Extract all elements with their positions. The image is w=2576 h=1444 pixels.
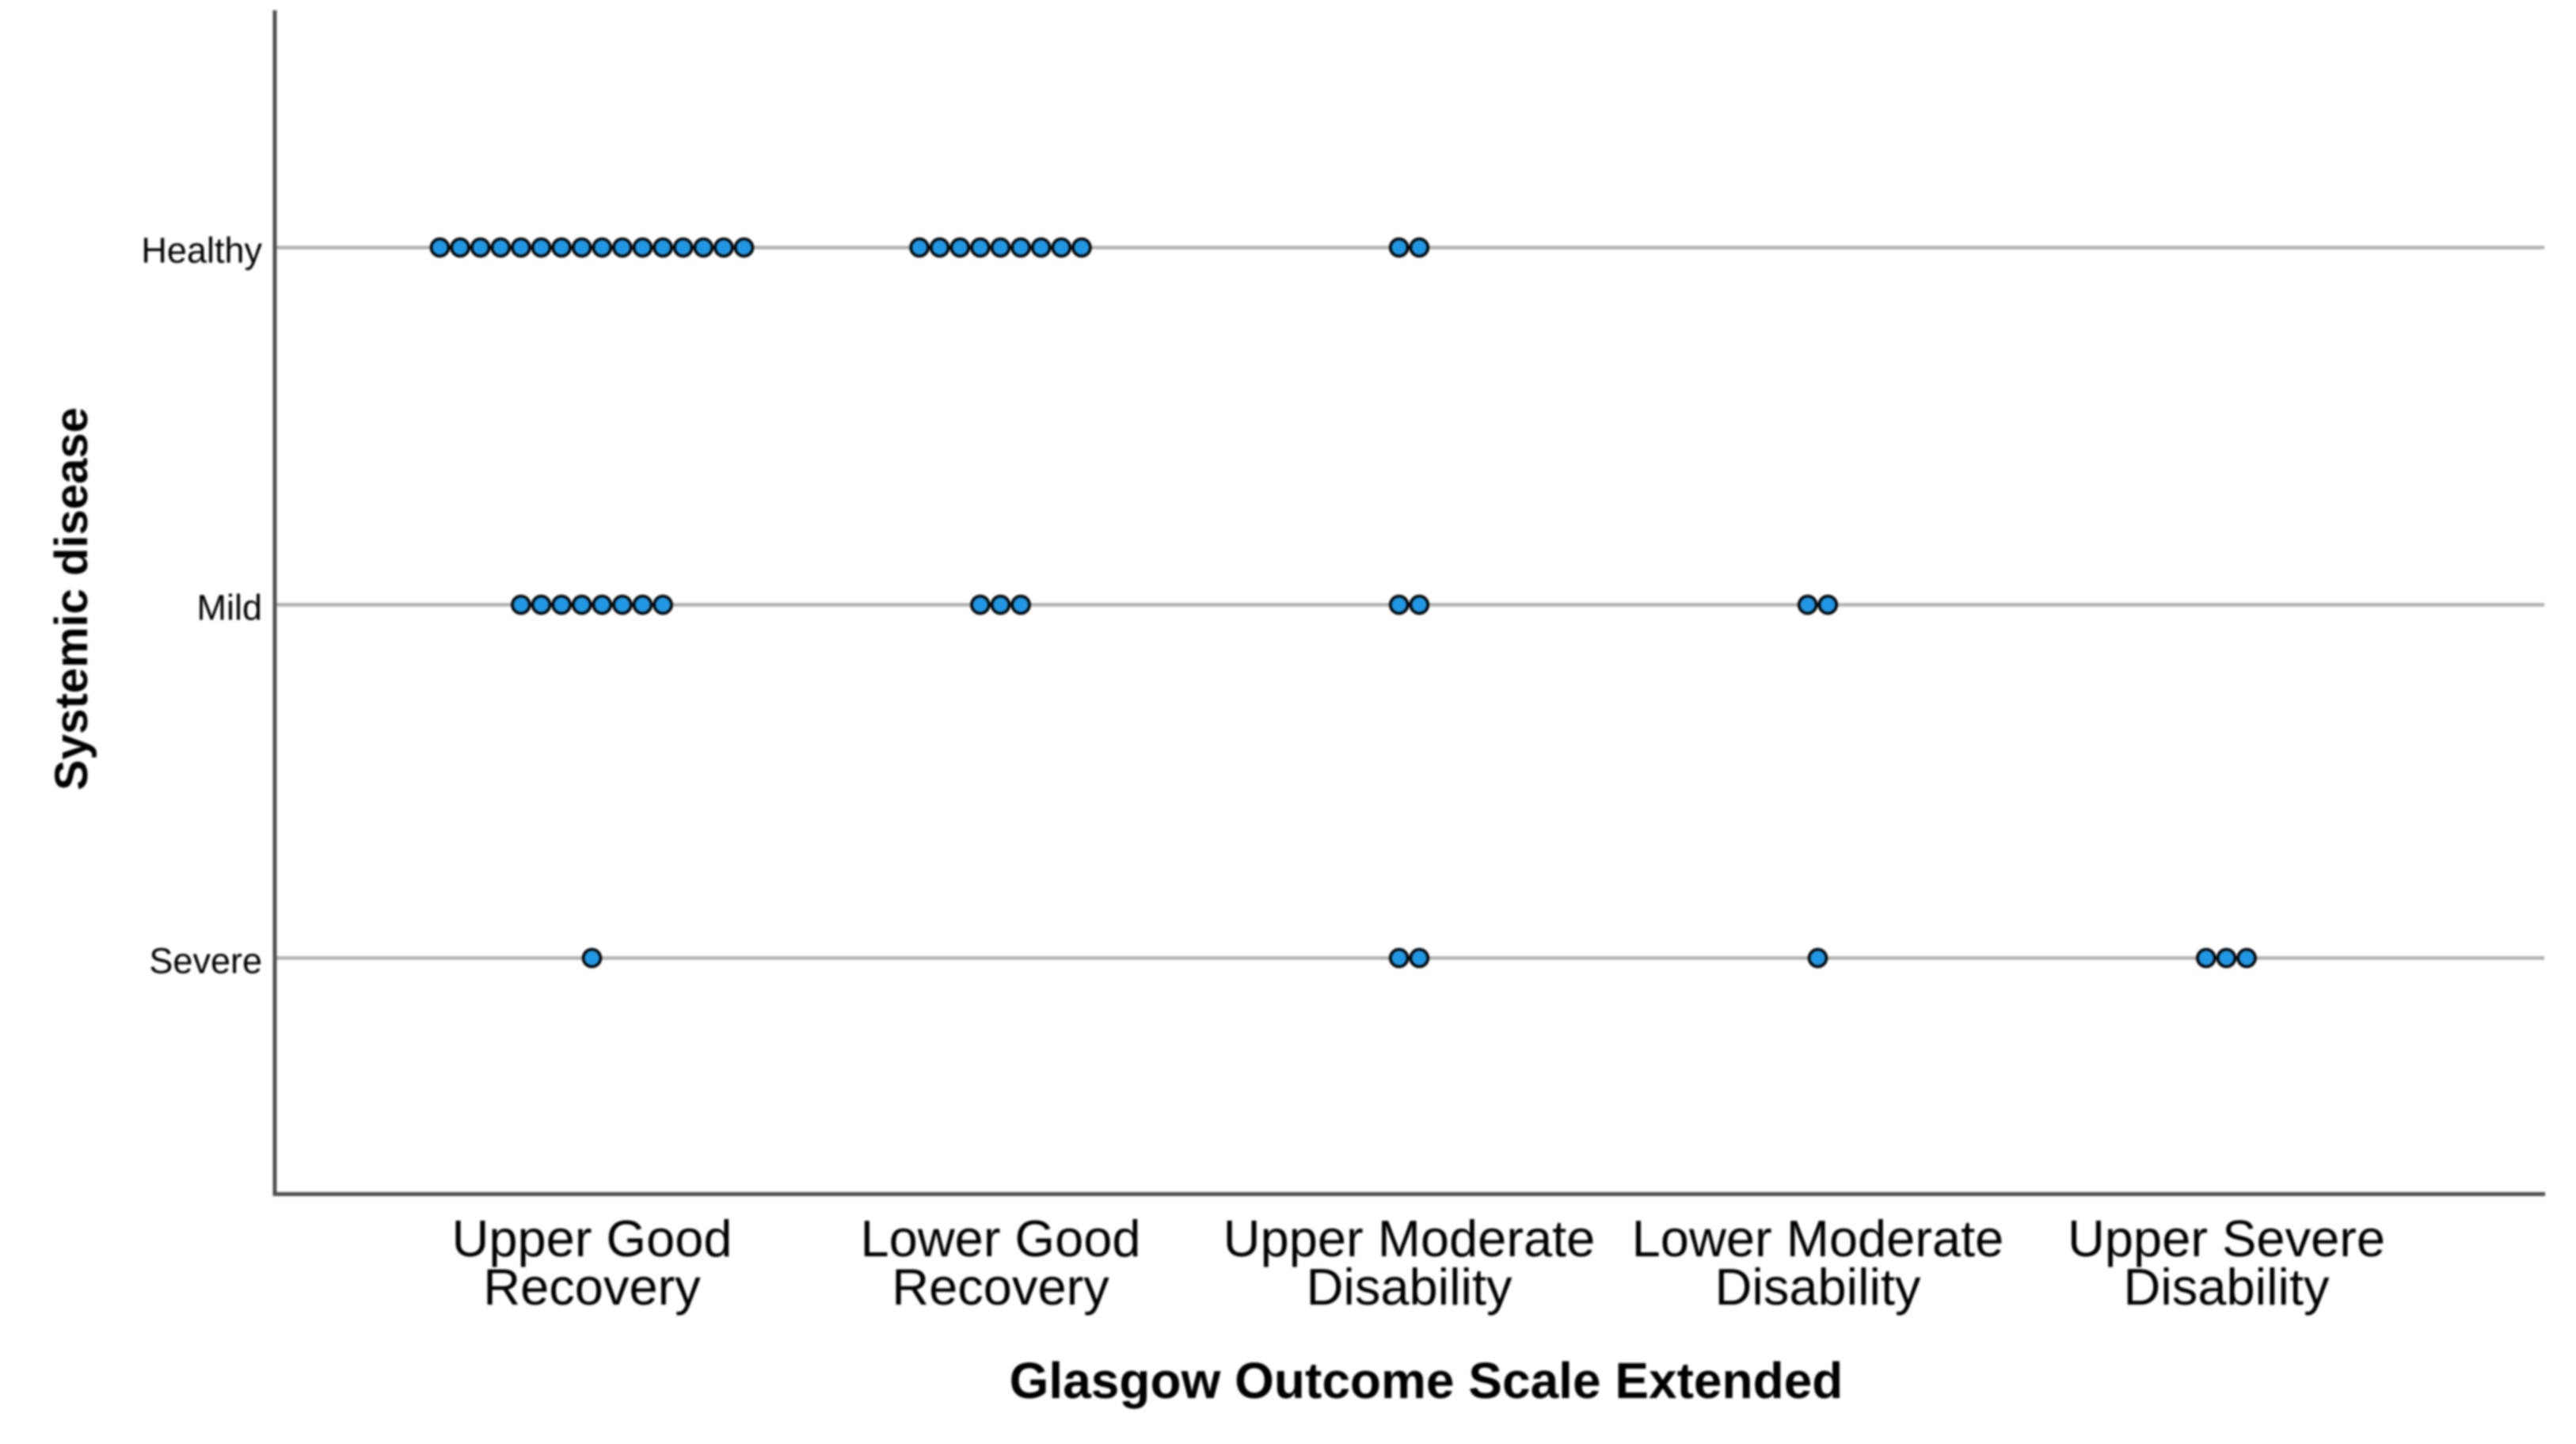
svg-text:Systemic disease: Systemic disease [46, 407, 97, 791]
svg-text:Recovery: Recovery [892, 1258, 1109, 1316]
svg-text:Healthy: Healthy [141, 231, 262, 271]
svg-text:Lower Good: Lower Good [860, 1210, 1140, 1267]
svg-text:Upper Moderate: Upper Moderate [1223, 1210, 1596, 1267]
svg-text:Disability: Disability [2123, 1258, 2330, 1316]
svg-text:Mild: Mild [196, 588, 262, 628]
svg-text:Upper Severe: Upper Severe [2068, 1210, 2385, 1267]
svg-text:Disability: Disability [1306, 1258, 1512, 1316]
svg-text:Recovery: Recovery [483, 1258, 701, 1316]
svg-text:Severe: Severe [149, 941, 262, 981]
svg-text:Lower Moderate: Lower Moderate [1632, 1210, 2004, 1267]
svg-text:Upper Good: Upper Good [451, 1210, 732, 1267]
svg-text:Glasgow Outcome Scale Extended: Glasgow Outcome Scale Extended [1010, 1352, 1844, 1409]
svg-text:Disability: Disability [1714, 1258, 1921, 1316]
